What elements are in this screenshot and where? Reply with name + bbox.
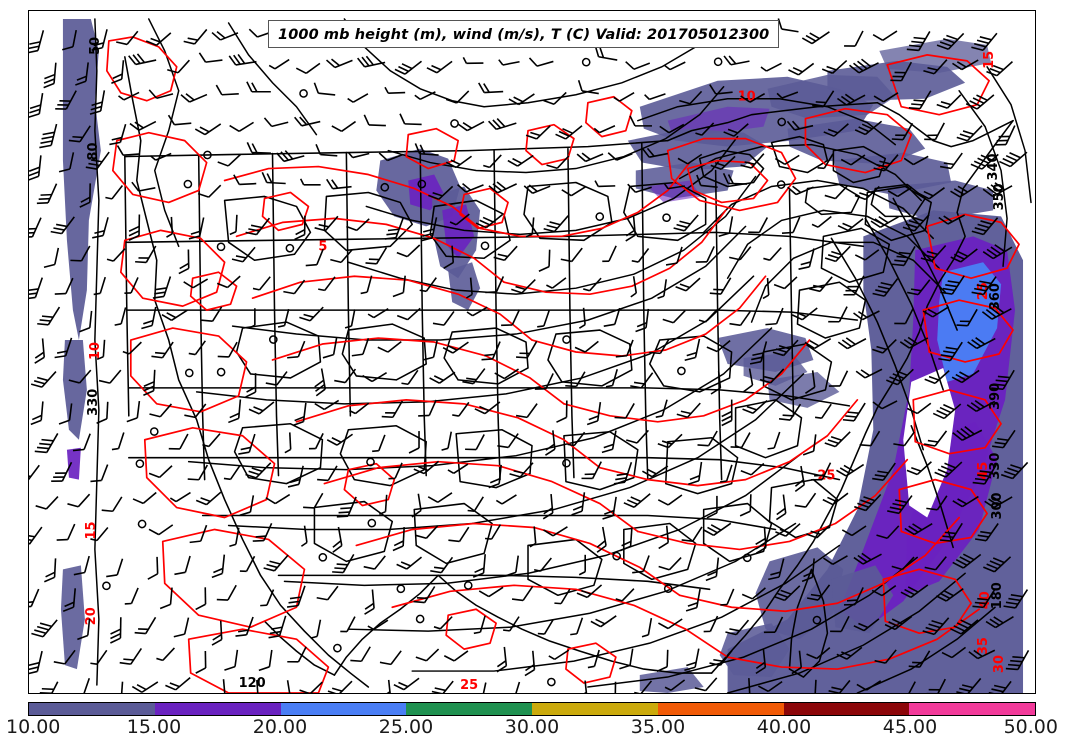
- svg-text:5: 5: [318, 239, 327, 254]
- temperature-contours: [105, 36, 1020, 693]
- svg-text:15: 15: [84, 521, 99, 539]
- colorbar-segment: [909, 703, 1035, 715]
- colorbar-tick-label: 30.00: [504, 716, 560, 738]
- colorbar-segment: [657, 703, 784, 715]
- colorbar-tick-label: 25.00: [378, 716, 434, 738]
- colorbar-tick-labels: 10.00 15.00 20.00 25.00 30.00 35.00 40.00 45.00…: [0, 716, 1065, 744]
- svg-text:390: 390: [988, 383, 1003, 410]
- plot-title-text: 1000 mb height (m), wind (m/s), T (C) Va…: [278, 27, 770, 43]
- map-graphic: 50 80 10 330 15 20 5 10 120 25 15 340 35…: [29, 11, 1035, 693]
- map-plot-area: 50 80 10 330 15 20 5 10 120 25 15 340 35…: [28, 10, 1036, 694]
- svg-text:120: 120: [239, 676, 266, 691]
- colorbar-tick-label: 50.00: [1003, 716, 1058, 738]
- colorbar-tick-label: 35.00: [630, 716, 686, 738]
- svg-text:30: 30: [992, 655, 1007, 673]
- svg-text:360: 360: [988, 283, 1003, 310]
- svg-text:10: 10: [88, 342, 103, 360]
- plot-title-box: 1000 mb height (m), wind (m/s), T (C) Va…: [268, 20, 780, 48]
- svg-text:80: 80: [86, 143, 101, 161]
- svg-text:15: 15: [982, 51, 997, 69]
- colorbar-segment: [280, 703, 407, 715]
- svg-text:35: 35: [976, 637, 991, 655]
- colorbar-tick-label: 15.00: [126, 716, 182, 738]
- colorbar: [28, 702, 1036, 716]
- svg-text:180: 180: [990, 582, 1005, 609]
- colorbar-segment: [406, 703, 532, 715]
- colorbar-segment: [532, 703, 658, 715]
- colorbar-tick-label: 10.00: [6, 716, 61, 738]
- height-contours: [94, 18, 1032, 693]
- svg-text:25: 25: [460, 678, 478, 693]
- svg-text:330: 330: [86, 389, 101, 416]
- contour-inline-labels: 50 80 10 330 15 20 5 10 120 25 15 340 35…: [84, 37, 1007, 693]
- svg-text:340: 340: [986, 153, 1001, 180]
- colorbar-tick-label: 20.00: [252, 716, 308, 738]
- colorbar-tick-label: 40.00: [756, 716, 812, 738]
- colorbar-segment: [154, 703, 281, 715]
- colorbar-segment: [29, 703, 155, 715]
- colorbar-segment: [783, 703, 910, 715]
- colorbar-tick-label: 45.00: [882, 716, 938, 738]
- svg-text:20: 20: [84, 607, 99, 625]
- svg-text:10: 10: [738, 90, 756, 105]
